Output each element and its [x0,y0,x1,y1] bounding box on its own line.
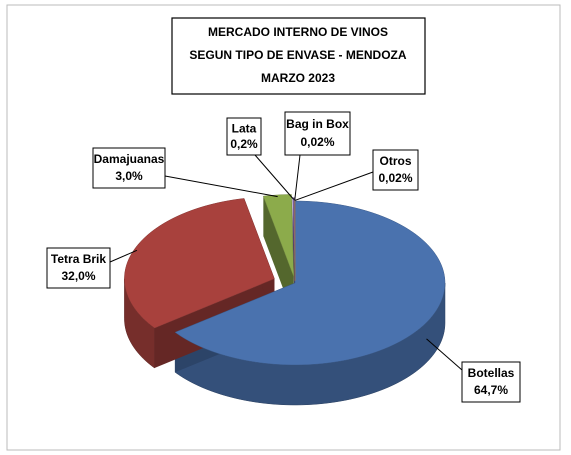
leader-line [426,338,463,371]
category-label: Otros [379,154,411,168]
slice [174,200,446,366]
category-label: Lata [232,121,257,135]
category-label: Damajuanas [94,152,165,166]
value-label: 0,2% [230,137,258,151]
category-label: Bag in Box [286,117,349,131]
leader-line [109,249,138,263]
chart-title: SEGUN TIPO DE ENVASE - MENDOZA [189,48,406,62]
label-box [372,149,419,191]
value-label: 32,0% [61,269,95,283]
value-label: 0,02% [300,135,334,149]
chart-title: MERCADO INTERNO DE VINOS [208,25,388,39]
value-label: 64,7% [474,383,508,397]
category-label: Tetra Brik [51,252,106,266]
label-box [284,111,351,156]
slice [124,198,275,329]
label-box [226,117,262,156]
title-box [171,17,426,95]
value-label: 3,0% [115,169,143,183]
label-box [46,247,111,289]
chart-title: MARZO 2023 [261,71,335,85]
leader-line [294,154,301,201]
label-box [92,147,166,189]
label-box [461,361,521,403]
category-label: Botellas [468,366,515,380]
leader-line [294,171,374,201]
leader-line [254,154,295,200]
leader-line [164,175,278,198]
value-label: 0,02% [378,171,412,185]
